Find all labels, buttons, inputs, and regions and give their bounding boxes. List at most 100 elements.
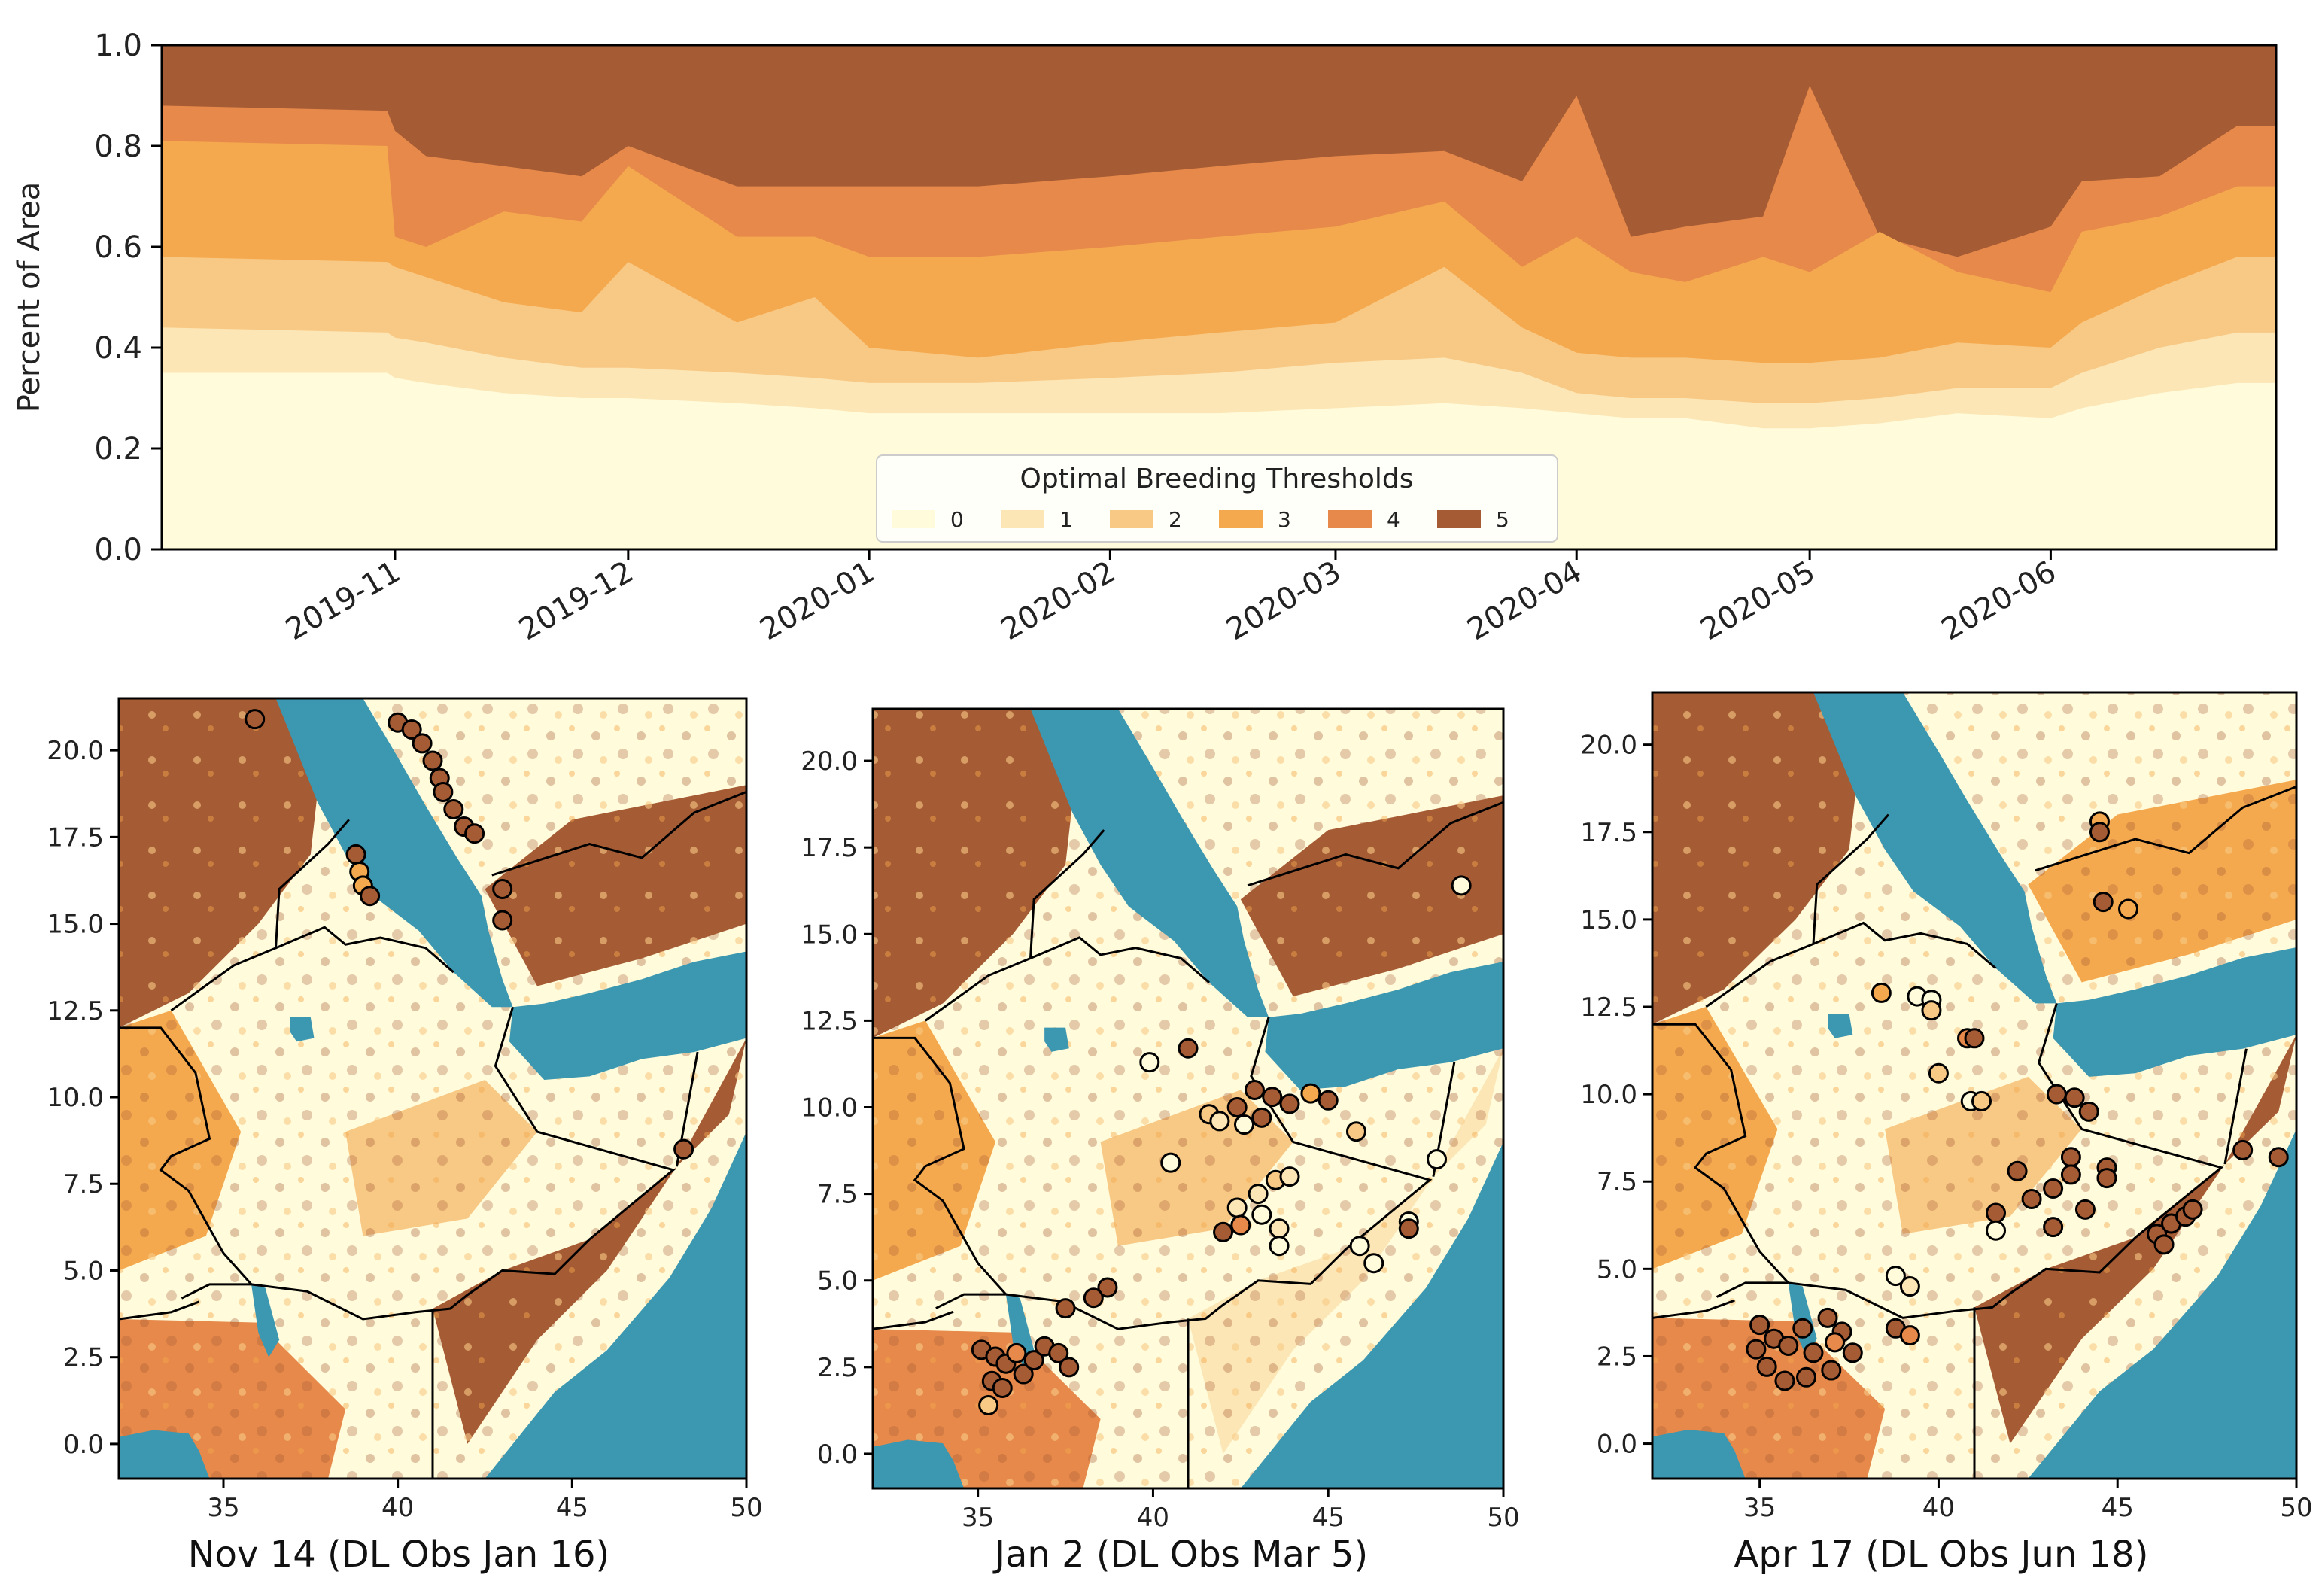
legend-label-1: 1 [1059,507,1073,532]
country-border [1716,1281,1789,1298]
country-border [1005,1017,1433,1330]
observation-marker [1055,1298,1076,1319]
observation-marker [412,733,433,754]
observation-marker [2089,822,2110,843]
country-border [1705,813,1889,1008]
observation-marker [1226,1097,1248,1118]
lake-turkana [1005,1294,1035,1367]
map-y-tick-label: 10.0 [801,1093,858,1123]
observation-marker [1213,1221,1234,1242]
observation-marker [1871,982,1892,1003]
lake-victoria [119,1430,210,1479]
country-border [1247,801,1503,887]
observation-marker [2096,1168,2117,1189]
observation-marker [1233,1114,1254,1135]
observation-marker [1097,1277,1118,1298]
legend-label-2: 2 [1169,507,1182,532]
lake-turkana [251,1284,280,1357]
observation-marker [2007,1160,2028,1181]
map-panel-2: 0.0 2.5 5.0 7.5 10.0 12.5 15.0 17.5 20.0 35 40 45 50 [801,707,1520,1533]
country-border [119,1300,200,1321]
country-border [935,1293,1006,1309]
observation-marker [245,709,266,730]
observation-marker [345,844,366,865]
observation-marker [2074,1199,2096,1220]
map-panels: 0.0 2.5 5.0 7.5 10.0 12.5 15.0 17.5 20.0 35 40 45 50… [47,691,2313,1533]
lake-victoria [1652,1429,1746,1479]
lake-tana [1828,1014,1853,1038]
observation-marker [1756,1356,1777,1377]
observation-marker [1792,1318,1813,1339]
country-border [1813,921,1997,970]
y-tick-label: 0.0 [94,533,142,567]
map-body [873,709,1503,1488]
observation-marker [2043,1217,2064,1238]
observation-marker [1013,1363,1034,1385]
country-border [2035,786,2296,872]
map-y-tick-label: 0.0 [1597,1430,1637,1460]
map-y-tick-label: 5.0 [1597,1254,1637,1284]
observation-marker [1083,1287,1104,1309]
plot-frame [160,44,2278,551]
country-border [491,791,746,877]
map-y-tick-label: 20.0 [1580,731,1637,761]
lake-tana [290,1017,315,1042]
observation-marker [2117,898,2138,920]
x-tick-label: 2020-04 [1461,555,1588,647]
country-border [1029,936,1210,983]
map-y-tick-label: 5.0 [817,1266,858,1297]
legend-label-3: 3 [1278,507,1291,532]
y-axis: 0.0 0.2 0.4 0.6 0.8 1.0 [94,29,162,567]
observation-marker [433,781,454,802]
observation-marker [1048,1342,1069,1363]
map-caption-2: Jan 2 (DL Obs Mar 5) [992,1534,1368,1576]
x-tick-label: 2020-02 [995,555,1122,647]
observation-marker [2268,1147,2289,1168]
y-tick-label: 0.4 [94,331,142,366]
map-x-tick-label: 35 [1743,1493,1776,1523]
observation-marker [2060,1164,2081,1185]
observation-marker [1300,1083,1321,1104]
observation-marker [1160,1152,1181,1173]
map-y-tick-label: 2.5 [817,1353,858,1383]
map-y-tick-label: 15.0 [801,920,858,950]
observation-marker [1971,1090,1992,1111]
observation-marker [1345,1121,1366,1142]
map-y-tick-label: 2.5 [1597,1342,1637,1372]
country-border [873,1310,954,1330]
observation-marker [1006,1342,1027,1363]
observation-marker [1226,1197,1248,1218]
red-sea [943,709,1269,1017]
y-tick-label: 0.6 [94,230,142,265]
x-tick-label: 2020-06 [1936,555,2062,647]
map-panel-3: 0.0 2.5 5.0 7.5 10.0 12.5 15.0 17.5 20.0 35 40 45 50 [1580,691,2313,1523]
legend: Optimal Breeding Thresholds 0 1 2 3 4 5 [876,454,1558,543]
observation-marker [1964,1028,1985,1049]
observation-marker [360,886,381,907]
map-y-tick-label: 7.5 [63,1169,104,1199]
observation-marker [401,719,422,740]
observation-marker [1178,1038,1199,1059]
observation-marker [1251,1107,1272,1128]
legend-swatch-5 [1437,510,1481,528]
country-border [873,1036,1008,1296]
observation-marker [1279,1093,1300,1114]
map-caption-1: Nov 14 (DL Obs Jan 16) [188,1534,610,1576]
observation-marker [1821,1360,1842,1381]
map-x-tick-label: 35 [207,1493,239,1523]
country-border [2223,1048,2248,1165]
observation-marker [1262,1087,1283,1108]
observation-marker [1230,1214,1251,1236]
observation-marker [422,750,443,771]
y-tick-label: 0.2 [94,432,142,467]
map-y-tick-label: 17.5 [1580,818,1637,848]
map-frame [871,707,1505,1490]
map-y-tick-label: 7.5 [817,1180,858,1210]
country-border [170,819,350,1012]
map-x-tick-label: 40 [1922,1493,1955,1523]
observation-marker [1986,1220,2007,1241]
observation-marker [1139,1052,1160,1073]
red-sea [1724,692,2057,1004]
observation-marker [1817,1307,1838,1328]
indian-ocean [2028,1031,2296,1479]
